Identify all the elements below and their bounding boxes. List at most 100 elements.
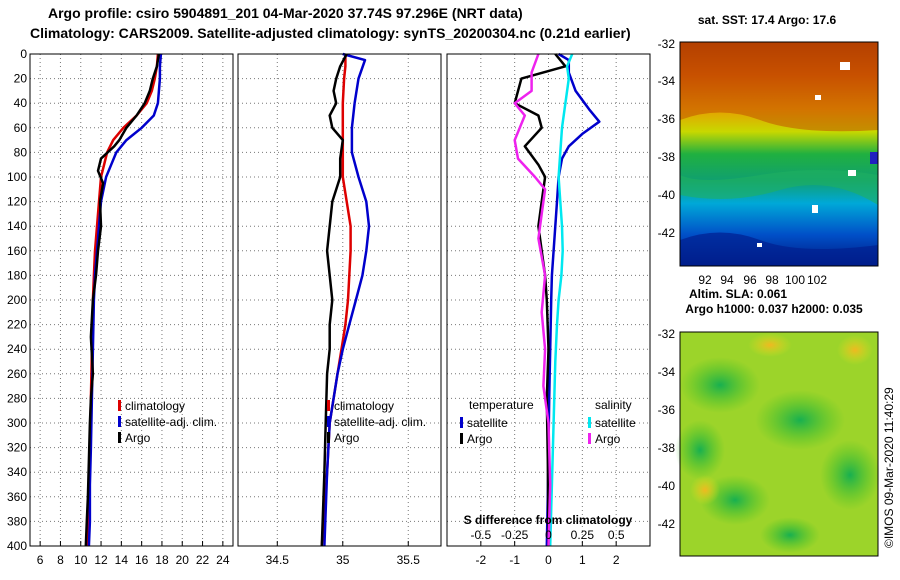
legend-label: Argo: [467, 432, 493, 446]
sst-lat-label: -38: [658, 150, 676, 164]
x-tick-label: 35.5: [397, 553, 421, 567]
sst-map-title: sat. SST: 17.4 Argo: 17.6: [698, 13, 837, 27]
legend-label: Argo: [125, 431, 151, 445]
legend-swatch: [118, 416, 121, 427]
legend-swatch: [118, 432, 121, 443]
x-tick-label: 1: [579, 553, 586, 567]
legend-swatch: [588, 433, 591, 444]
secondary-x-tick-label: -0.5: [470, 528, 491, 542]
x-tick-label: 34.5: [266, 553, 290, 567]
depth-tick-label: 140: [7, 219, 27, 233]
series-line-satellite-adj-clim-: [87, 53, 163, 547]
depth-tick-label: 320: [7, 441, 27, 455]
x-tick-label: 14: [115, 553, 129, 567]
sla-lat-label: -32: [658, 327, 676, 341]
legend-salinity-title: salinity: [595, 398, 632, 412]
depth-tick-label: 0: [20, 47, 27, 61]
legend-swatch: [327, 432, 330, 443]
legend-swatch: [460, 433, 463, 444]
x-tick-label: 2: [613, 553, 620, 567]
x-tick-label: 6: [37, 553, 44, 567]
legend-label: climatology: [334, 399, 394, 413]
legend-swatch: [118, 400, 121, 411]
legend-label: satellite-adj. clim.: [334, 415, 426, 429]
salinity-panel: 34.5 35 35.5: [237, 52, 442, 567]
series-line-temperature-argo: [513, 53, 567, 547]
depth-tick-label: 80: [14, 145, 28, 159]
depth-tick-label: 220: [7, 318, 27, 332]
depth-tick-label: 260: [7, 367, 27, 381]
sst-lon-label: 92: [698, 273, 712, 287]
depth-tick-label: 20: [14, 72, 28, 86]
x-tick-label: 8: [57, 553, 64, 567]
secondary-x-tick-label: 0.5: [608, 528, 625, 542]
x-tick-label: 22: [196, 553, 210, 567]
legend-swatch: [460, 417, 463, 428]
depth-tick-label: 100: [7, 170, 27, 184]
x-tick-label: -2: [475, 553, 486, 567]
depth-tick-label: 340: [7, 465, 27, 479]
sst-lon-label: 94: [720, 273, 734, 287]
sla-title-line-1: Altim. SLA: 0.061: [689, 287, 787, 301]
x-tick-label: 10: [74, 553, 88, 567]
legend-label: satellite: [595, 416, 636, 430]
secondary-x-tick-label: 0: [545, 528, 552, 542]
plot-frame: [446, 53, 651, 547]
depth-tick-label: 300: [7, 416, 27, 430]
sst-lon-label: 100: [785, 273, 805, 287]
x-tick-label: 12: [94, 553, 108, 567]
depth-tick-label: 360: [7, 490, 27, 504]
sst-lat-label: -40: [658, 188, 676, 202]
sla-lat-label: -38: [658, 441, 676, 455]
plot-frame: [29, 53, 234, 547]
depth-tick-label: 60: [14, 121, 28, 135]
legend-swatch: [327, 400, 330, 411]
legend-temperature-title: temperature: [469, 398, 534, 412]
sst-lat-label: -32: [658, 37, 676, 51]
series-line-salinity-argo: [513, 53, 552, 547]
sst-lon-label: 102: [807, 273, 827, 287]
sla-title-line-2: Argo h1000: 0.037 h2000: 0.035: [685, 302, 863, 316]
depth-tick-label: 280: [7, 391, 27, 405]
series-line-salinity-satellite: [548, 53, 574, 547]
depth-tick-label: 240: [7, 342, 27, 356]
x-tick-label: 24: [216, 553, 230, 567]
series-line-satellite-adj-clim-: [323, 52, 371, 547]
legend-label: satellite-adj. clim.: [125, 415, 217, 429]
sst-lat-label: -34: [658, 74, 676, 88]
x-tick-label: 16: [135, 553, 149, 567]
legend-swatch: [588, 417, 591, 428]
title-line-2: Climatology: CARS2009. Satellite-adjuste…: [30, 25, 631, 41]
x-tick-label: 35: [336, 553, 350, 567]
credit-label: ©IMOS 09-Mar-2020 11:40:29: [882, 387, 896, 548]
series-line-temperature-satellite: [545, 52, 601, 547]
sla-lat-label: -42: [658, 517, 676, 531]
depth-tick-label: 180: [7, 268, 27, 282]
sst-lon-label: 98: [765, 273, 779, 287]
secondary-x-axis-title: S difference from climatology: [464, 513, 633, 527]
legend-label: Argo: [595, 432, 621, 446]
x-tick-label: 18: [155, 553, 169, 567]
sst-lon-label: 96: [743, 273, 757, 287]
x-tick-label: -1: [509, 553, 520, 567]
depth-tick-label: 40: [14, 96, 28, 110]
series-line-argo: [84, 53, 161, 547]
sla-map: [675, 331, 880, 557]
depth-tick-label: 120: [7, 195, 27, 209]
legend-label: Argo: [334, 431, 360, 445]
title-line-1: Argo profile: csiro 5904891_201 04-Mar-2…: [48, 5, 523, 21]
difference-panel: -2 -1 0 1 2: [446, 52, 651, 567]
sla-lat-label: -40: [658, 479, 676, 493]
sst-map: [679, 41, 879, 267]
temperature-panel: 6 8 10 12 14 16 18 20 22 24: [29, 53, 234, 567]
secondary-x-tick-label: 0.25: [571, 528, 595, 542]
series-line-argo: [320, 53, 348, 547]
depth-tick-label: 160: [7, 244, 27, 258]
depth-tick-label: 200: [7, 293, 27, 307]
sla-lat-label: -34: [658, 365, 676, 379]
legend-label: climatology: [125, 399, 185, 413]
sst-lat-label: -36: [658, 112, 676, 126]
legend-label: satellite: [467, 416, 508, 430]
depth-tick-label: 380: [7, 514, 27, 528]
